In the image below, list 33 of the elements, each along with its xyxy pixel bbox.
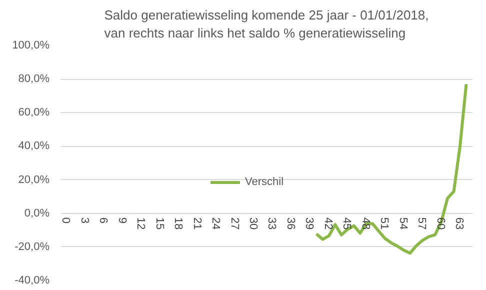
x-tick-label: 63 <box>453 217 466 230</box>
y-tick-label: 80,0% <box>18 73 50 86</box>
x-tick-label: 3 <box>78 217 90 224</box>
x-tick-label: 18 <box>172 217 184 230</box>
legend-label: Verschil <box>245 176 284 188</box>
x-tick-label: 0 <box>60 217 72 224</box>
y-tick-label: 40,0% <box>18 140 50 152</box>
chart-title: Saldo generatiewisseling komende 25 jaar - 01/01/2018, van rechts naar links het saldo % generatiewisseling <box>104 8 429 40</box>
x-tick-label: 48 <box>359 217 372 230</box>
x-tick-label: 24 <box>210 217 222 230</box>
y-tick-label: 0,0% <box>24 207 50 220</box>
x-tick-label: 51 <box>378 217 390 230</box>
x-tick-label: 9 <box>116 217 128 224</box>
x-tick-label: 15 <box>153 217 166 230</box>
y-tick-label: 60,0% <box>18 106 50 119</box>
x-tick-label: 54 <box>396 217 409 230</box>
y-tick-label: 20,0% <box>18 174 50 186</box>
x-tick-label: 36 <box>284 217 296 230</box>
x-tick-label: 30 <box>247 217 260 230</box>
x-tick-label: 39 <box>303 217 316 230</box>
x-tick-label: 45 <box>340 217 353 230</box>
line-series <box>314 82 468 255</box>
x-tick-label: 42 <box>322 217 334 230</box>
x-tick-label: 60 <box>434 217 446 230</box>
x-tick-label: 33 <box>266 217 278 230</box>
x-tick-label: 27 <box>228 217 240 230</box>
x-tick-label: 6 <box>97 217 110 224</box>
x-tick-label: 12 <box>134 217 147 230</box>
y-tick-label: -20,0% <box>14 240 50 253</box>
y-tick-label: -40,0% <box>14 274 50 286</box>
y-tick-label: 100,0% <box>12 40 50 52</box>
x-tick-label: 21 <box>190 217 203 230</box>
x-tick-label: 57 <box>416 217 428 230</box>
